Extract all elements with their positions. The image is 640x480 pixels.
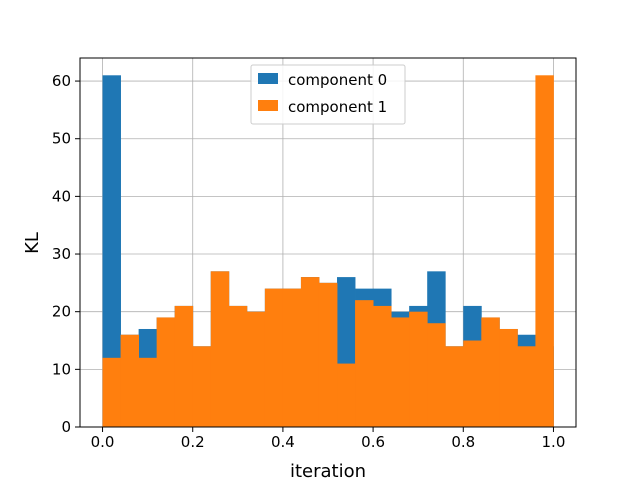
bar	[282, 288, 302, 427]
bar	[228, 305, 248, 427]
bar	[409, 311, 428, 427]
bar	[318, 282, 338, 427]
bar	[102, 357, 121, 427]
x-tick-label: 0.8	[451, 433, 475, 451]
bar	[300, 277, 320, 427]
bar	[246, 311, 266, 427]
y-axis-title: KL	[22, 232, 43, 254]
plot-frame	[79, 57, 577, 428]
series-1-bars	[102, 75, 554, 427]
bar	[517, 346, 536, 427]
legend-label-1: component 1	[288, 98, 387, 116]
bar	[174, 305, 194, 427]
y-tick-label: 30	[52, 245, 71, 263]
bar	[481, 317, 500, 427]
x-axis-title: iteration	[290, 461, 366, 480]
x-tick-label: 0.4	[271, 433, 295, 451]
y-tick-label: 20	[52, 303, 71, 321]
legend: component 0 component 1	[250, 64, 406, 125]
bar	[210, 271, 230, 427]
bar	[373, 305, 392, 427]
y-tick-label: 60	[52, 72, 71, 90]
bar	[192, 346, 212, 427]
legend-swatch-0	[258, 73, 278, 84]
x-tick-label: 1.0	[542, 433, 566, 451]
y-tick-label: 0	[61, 418, 71, 436]
y-tick-label: 50	[52, 130, 71, 148]
bar	[445, 346, 464, 427]
bars	[102, 75, 554, 427]
x-tick-label: 0.6	[361, 433, 385, 451]
bar	[337, 363, 356, 427]
x-tick-label: 0.0	[91, 433, 115, 451]
bar	[391, 317, 410, 427]
bar	[102, 75, 121, 427]
bar	[120, 334, 140, 427]
bar	[264, 288, 284, 427]
bar	[156, 317, 176, 427]
y-axis: 0 10 20 30 40 50 60	[52, 72, 80, 436]
bar	[499, 328, 518, 427]
bar	[138, 357, 158, 427]
x-axis: 0.0 0.2 0.4 0.6 0.8 1.0	[91, 427, 566, 451]
bar	[535, 75, 554, 427]
legend-box	[250, 64, 406, 125]
legend-label-0: component 0	[288, 71, 387, 89]
x-tick-label: 0.2	[181, 433, 205, 451]
bar	[355, 300, 374, 427]
bar	[463, 340, 482, 427]
bar	[427, 323, 446, 427]
y-tick-label: 40	[52, 187, 71, 205]
legend-swatch-1	[258, 100, 278, 111]
y-tick-label: 10	[52, 360, 71, 378]
